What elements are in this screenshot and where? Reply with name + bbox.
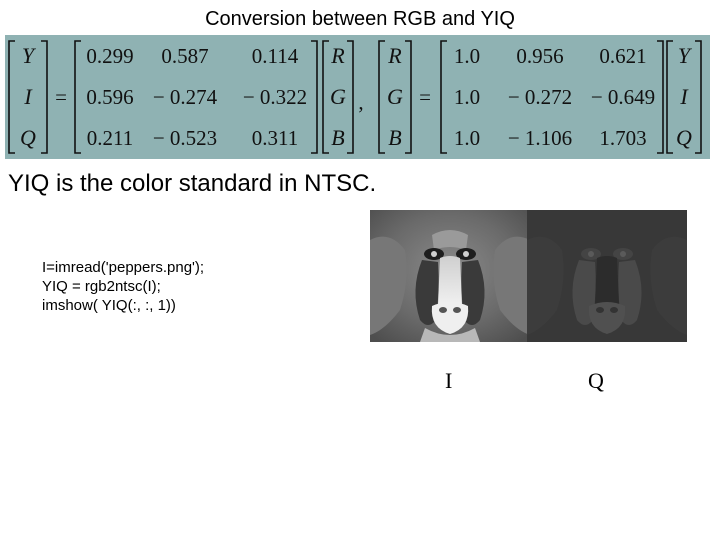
inv-m11: 1.0 xyxy=(454,44,480,68)
conversion-equation: Y I Q = 0.299 0.587 0.114 0.596 − 0.274 … xyxy=(5,35,710,159)
equation-svg: Y I Q = 0.299 0.587 0.114 0.596 − 0.274 … xyxy=(8,40,702,154)
lhs-y: Y xyxy=(22,43,37,68)
inv-m21: 1.0 xyxy=(454,85,480,109)
inv-m13: 0.621 xyxy=(599,44,646,68)
caption-i: I xyxy=(445,368,453,393)
bracket-right-yiq xyxy=(41,40,48,154)
bracket-left-rgb xyxy=(322,40,329,154)
caption-q: Q xyxy=(588,368,604,393)
bracket-right-inverse-matrix xyxy=(657,40,664,154)
fwd-m13: 0.114 xyxy=(252,44,299,68)
bracket-left-yiq xyxy=(8,40,15,154)
fwd-m33: 0.311 xyxy=(252,126,298,150)
slide-title: Conversion between RGB and YIQ xyxy=(205,8,515,30)
comma: , xyxy=(358,90,363,114)
inv-m33: 1.703 xyxy=(599,126,646,150)
bracket-right-inverse-rgb xyxy=(405,40,412,154)
bracket-right-rgb xyxy=(347,40,354,154)
bracket-right-forward-matrix xyxy=(311,40,318,154)
code-line-3: imshow( YIQ(:, :, 1)) xyxy=(42,297,176,314)
fwd-m21: 0.596 xyxy=(86,85,133,109)
rgb-r: R xyxy=(330,43,345,68)
inv-g: G xyxy=(387,84,403,109)
bracket-left-inverse-matrix xyxy=(440,40,447,154)
bracket-left-yiq-2 xyxy=(666,40,673,154)
lhs-q: Q xyxy=(20,125,36,150)
code-line-1: I=imread('peppers.png'); xyxy=(42,259,205,276)
equals-sign-2: = xyxy=(419,85,431,109)
fwd-m12: 0.587 xyxy=(161,44,208,68)
rgb-g: G xyxy=(330,84,346,109)
fwd-m23: − 0.322 xyxy=(243,85,307,109)
inv-b: B xyxy=(388,125,401,150)
rhs-i: I xyxy=(679,84,689,109)
equals-sign: = xyxy=(55,85,67,109)
inv-m22: − 0.272 xyxy=(508,85,572,109)
fwd-m32: − 0.523 xyxy=(153,126,217,150)
inv-r: R xyxy=(387,43,402,68)
mandrill-i-channel-image xyxy=(370,210,530,342)
lhs-i: I xyxy=(23,84,33,109)
inv-m12: 0.956 xyxy=(516,44,563,68)
rgb-b: B xyxy=(331,125,344,150)
code-line-2: YIQ = rgb2ntsc(I); xyxy=(42,278,161,295)
mandrill-q-channel-image xyxy=(527,210,687,342)
fwd-m11: 0.299 xyxy=(86,44,133,68)
fwd-m22: − 0.274 xyxy=(153,85,218,109)
bracket-left-inverse-rgb xyxy=(378,40,385,154)
rhs-y: Y xyxy=(678,43,693,68)
inv-m32: − 1.106 xyxy=(508,126,572,150)
fwd-m31: 0.211 xyxy=(87,126,133,150)
subtitle: YIQ is the color standard in NTSC. xyxy=(8,170,377,197)
bracket-left-forward-matrix xyxy=(74,40,81,154)
matlab-code: I=imread('peppers.png'); YIQ = rgb2ntsc(… xyxy=(42,258,204,315)
inv-m23: − 0.649 xyxy=(591,85,655,109)
rhs-q: Q xyxy=(676,125,692,150)
inv-m31: 1.0 xyxy=(454,126,480,150)
bracket-right-yiq-2 xyxy=(695,40,702,154)
